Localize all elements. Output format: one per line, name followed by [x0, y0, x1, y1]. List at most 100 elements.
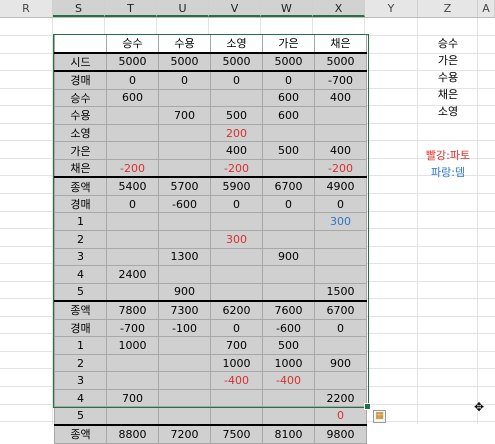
column-header-t[interactable]: T: [105, 0, 157, 17]
column-header-a[interactable]: A: [478, 0, 495, 17]
value-cell[interactable]: -200: [106, 159, 159, 179]
value-cell[interactable]: [262, 283, 315, 303]
value-cell[interactable]: 0: [210, 195, 263, 214]
row-label-cell[interactable]: 경매: [54, 71, 107, 90]
value-cell[interactable]: 2400: [106, 265, 159, 284]
header-cell[interactable]: 소영: [210, 35, 263, 54]
header-cell[interactable]: 수용: [158, 35, 211, 54]
value-cell[interactable]: [158, 336, 211, 355]
value-cell[interactable]: [210, 406, 263, 427]
value-cell[interactable]: 4900: [314, 177, 367, 196]
value-cell[interactable]: 300: [210, 230, 263, 249]
value-cell[interactable]: -600: [262, 319, 315, 338]
value-cell[interactable]: 0: [314, 195, 367, 214]
value-cell[interactable]: [210, 265, 263, 284]
value-cell[interactable]: [262, 230, 315, 249]
value-cell[interactable]: -200: [314, 159, 367, 179]
value-cell[interactable]: [158, 389, 211, 408]
value-cell[interactable]: [106, 106, 159, 125]
player-list-item[interactable]: 가은: [437, 54, 459, 67]
value-cell[interactable]: 700: [210, 336, 263, 355]
header-cell[interactable]: 가은: [262, 35, 315, 54]
value-cell[interactable]: [158, 141, 211, 160]
column-header-z[interactable]: Z: [418, 0, 478, 17]
value-cell[interactable]: 500: [262, 141, 315, 160]
value-cell[interactable]: [314, 371, 367, 390]
row-label-cell[interactable]: 4: [54, 389, 107, 408]
value-cell[interactable]: -700: [106, 319, 159, 338]
value-cell[interactable]: 0: [106, 195, 159, 214]
value-cell[interactable]: -700: [314, 71, 367, 90]
row-label-cell[interactable]: 종액: [54, 301, 107, 320]
value-cell[interactable]: [106, 230, 159, 249]
value-cell[interactable]: [262, 212, 315, 232]
player-list-item[interactable]: 채은: [437, 88, 459, 101]
player-list-item[interactable]: 승수: [437, 37, 459, 50]
value-cell[interactable]: -400: [210, 371, 263, 390]
value-cell[interactable]: [210, 248, 263, 267]
value-cell[interactable]: -400: [262, 371, 315, 390]
value-cell[interactable]: [158, 230, 211, 249]
value-cell[interactable]: 500: [262, 336, 315, 355]
value-cell[interactable]: 0: [262, 71, 315, 90]
value-cell[interactable]: 400: [314, 141, 367, 160]
value-cell[interactable]: [262, 265, 315, 284]
row-label-cell[interactable]: 1: [54, 212, 107, 232]
value-cell[interactable]: 900: [262, 248, 315, 267]
value-cell[interactable]: [314, 336, 367, 355]
value-cell[interactable]: [106, 283, 159, 303]
value-cell[interactable]: 200: [210, 124, 263, 143]
row-label-cell[interactable]: 종액: [54, 425, 107, 444]
value-cell[interactable]: 5400: [106, 177, 159, 196]
value-cell[interactable]: 600: [106, 89, 159, 108]
value-cell[interactable]: 1000: [262, 354, 315, 373]
row-label-cell[interactable]: 2: [54, 354, 107, 373]
value-cell[interactable]: [262, 124, 315, 143]
value-cell[interactable]: [262, 406, 315, 427]
value-cell[interactable]: [158, 354, 211, 373]
value-cell[interactable]: 0: [314, 319, 367, 338]
row-label-cell[interactable]: 5: [54, 406, 107, 427]
value-cell[interactable]: [314, 248, 367, 267]
value-cell[interactable]: -600: [158, 195, 211, 214]
value-cell[interactable]: 1000: [106, 336, 159, 355]
value-cell[interactable]: [106, 406, 159, 427]
value-cell[interactable]: 6700: [262, 177, 315, 196]
value-cell[interactable]: 7200: [158, 425, 211, 444]
value-cell[interactable]: 5700: [158, 177, 211, 196]
player-list-item[interactable]: 소영: [437, 105, 459, 118]
score-table[interactable]: 승수 수용 소영 가은 채은 시드 5000 5000 5000 5000 5000 경매 0 0 0 0 -7…: [54, 35, 367, 444]
fill-handle[interactable]: [364, 403, 371, 410]
value-cell[interactable]: [314, 124, 367, 143]
value-cell[interactable]: [158, 124, 211, 143]
value-cell[interactable]: 0: [262, 195, 315, 214]
row-label-cell[interactable]: 종액: [54, 177, 107, 196]
value-cell[interactable]: 2200: [314, 389, 367, 408]
value-cell[interactable]: [262, 159, 315, 179]
column-header-r[interactable]: R: [0, 0, 53, 17]
value-cell[interactable]: 400: [314, 89, 367, 108]
value-cell[interactable]: 7800: [106, 301, 159, 320]
value-cell[interactable]: 500: [210, 106, 263, 125]
value-cell[interactable]: 6700: [314, 301, 367, 320]
value-cell[interactable]: 1500: [314, 283, 367, 303]
value-cell[interactable]: 0: [210, 71, 263, 90]
value-cell[interactable]: [210, 212, 263, 232]
value-cell[interactable]: [158, 265, 211, 284]
value-cell[interactable]: 1300: [158, 248, 211, 267]
header-cell[interactable]: [54, 35, 107, 54]
row-label-cell[interactable]: 가은: [54, 141, 107, 160]
value-cell[interactable]: [106, 124, 159, 143]
column-header-s[interactable]: S: [53, 0, 105, 17]
row-label-cell[interactable]: 채은: [54, 159, 107, 179]
value-cell[interactable]: 7600: [262, 301, 315, 320]
value-cell[interactable]: [314, 265, 367, 284]
row-label-cell[interactable]: 4: [54, 265, 107, 284]
value-cell[interactable]: [210, 389, 263, 408]
row-label-cell[interactable]: 경매: [54, 195, 107, 214]
row-label-cell[interactable]: 수용: [54, 106, 107, 125]
player-list-item[interactable]: 수용: [437, 71, 459, 84]
value-cell[interactable]: 900: [314, 354, 367, 373]
value-cell[interactable]: [106, 371, 159, 390]
value-cell[interactable]: 5000: [106, 52, 159, 73]
